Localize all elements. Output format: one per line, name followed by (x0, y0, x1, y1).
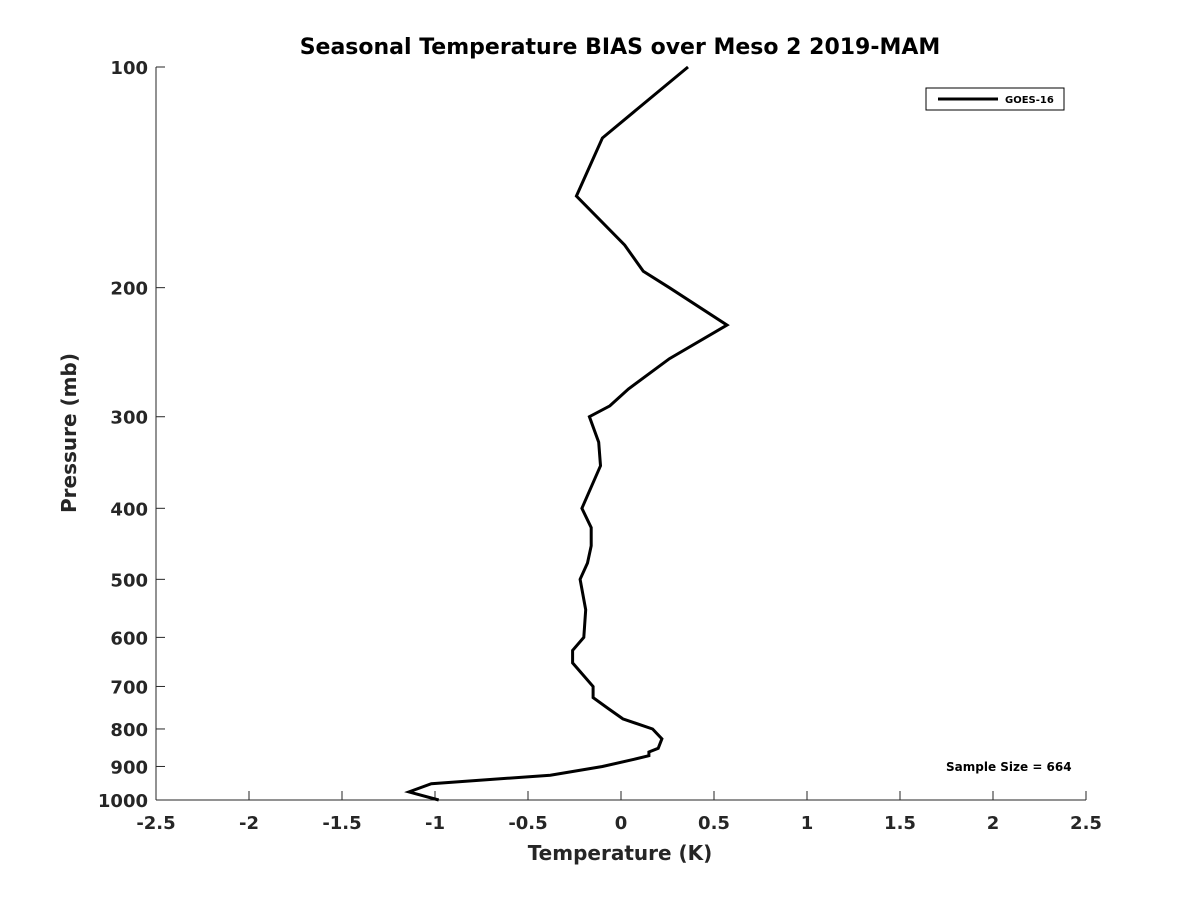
y-tick-label: 800 (110, 720, 148, 741)
y-tick-label: 1000 (98, 791, 148, 812)
chart-title: Seasonal Temperature BIAS over Meso 2 20… (300, 35, 941, 60)
y-tick-label: 500 (110, 570, 148, 591)
y-axis-label: Pressure (mb) (57, 353, 81, 513)
x-tick-label: -1 (425, 813, 445, 834)
y-tick-label: 900 (110, 757, 148, 778)
series-goes16-line (404, 65, 730, 802)
x-axis-label: Temperature (K) (528, 841, 713, 865)
x-tick-label: -2 (239, 813, 259, 834)
plot-area: -2.5 -2 -1.5 -1 -0.5 0 0.5 1 1.5 2 2.5 100 200 300 40… (98, 58, 1102, 834)
y-tick-label: 700 (110, 677, 148, 698)
x-tick-label: 1 (801, 813, 814, 834)
legend: GOES-16 (925, 87, 1065, 111)
y-tick-label: 600 (110, 628, 148, 649)
x-tick-label: 0 (615, 813, 628, 834)
x-tick-label: 2.5 (1070, 813, 1102, 834)
x-tick-label: 0.5 (698, 813, 730, 834)
legend-label-goes16: GOES-16 (1005, 95, 1054, 106)
y-tick-label: 200 (110, 279, 148, 300)
x-axis-ticks: -2.5 -2 -1.5 -1 -0.5 0 0.5 1 1.5 2 2.5 (136, 791, 1102, 834)
sample-size-annotation: Sample Size = 664 (946, 760, 1072, 774)
x-tick-label: -1.5 (322, 813, 361, 834)
y-tick-label: 100 (110, 58, 148, 79)
x-tick-label: -2.5 (136, 813, 175, 834)
x-tick-label: -0.5 (508, 813, 547, 834)
y-tick-label: 300 (110, 408, 148, 429)
x-tick-label: 1.5 (884, 813, 916, 834)
y-tick-label: 400 (110, 499, 148, 520)
y-axis-ticks: 100 200 300 400 500 600 700 800 900 1000 (98, 58, 165, 812)
x-tick-label: 2 (987, 813, 1000, 834)
